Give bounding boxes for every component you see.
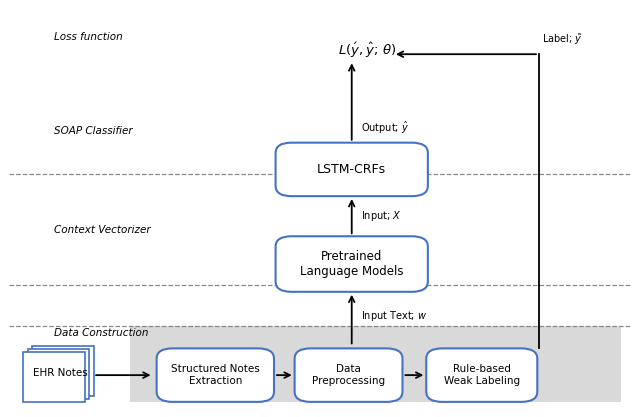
Text: Data
Preprocessing: Data Preprocessing xyxy=(312,364,385,386)
Text: Context Vectorizer: Context Vectorizer xyxy=(54,225,150,235)
Text: SOAP Classifier: SOAP Classifier xyxy=(54,126,132,136)
Text: EHR Notes: EHR Notes xyxy=(33,368,87,378)
Text: Data Construction: Data Construction xyxy=(54,328,148,338)
Text: Input; $X$: Input; $X$ xyxy=(361,209,402,223)
FancyBboxPatch shape xyxy=(130,326,621,402)
Text: Pretrained
Language Models: Pretrained Language Models xyxy=(300,250,403,278)
Text: Label; $\tilde{y}$: Label; $\tilde{y}$ xyxy=(542,32,582,47)
Text: LSTM-CRFs: LSTM-CRFs xyxy=(317,163,387,176)
FancyBboxPatch shape xyxy=(294,348,403,402)
FancyBboxPatch shape xyxy=(32,346,94,396)
Text: Rule-based
Weak Labeling: Rule-based Weak Labeling xyxy=(444,364,520,386)
FancyBboxPatch shape xyxy=(24,352,85,402)
Text: Input Text; $w$: Input Text; $w$ xyxy=(361,309,428,323)
Text: Loss function: Loss function xyxy=(54,32,122,42)
FancyBboxPatch shape xyxy=(276,143,428,196)
Text: $L(\acute{y}, \hat{y};\, \theta)$: $L(\acute{y}, \hat{y};\, \theta)$ xyxy=(339,40,397,60)
Text: Output; $\hat{y}$: Output; $\hat{y}$ xyxy=(361,120,410,136)
FancyBboxPatch shape xyxy=(157,348,274,402)
FancyBboxPatch shape xyxy=(28,349,90,399)
Text: Structured Notes
Extraction: Structured Notes Extraction xyxy=(171,364,260,386)
FancyBboxPatch shape xyxy=(276,236,428,292)
FancyBboxPatch shape xyxy=(426,348,538,402)
